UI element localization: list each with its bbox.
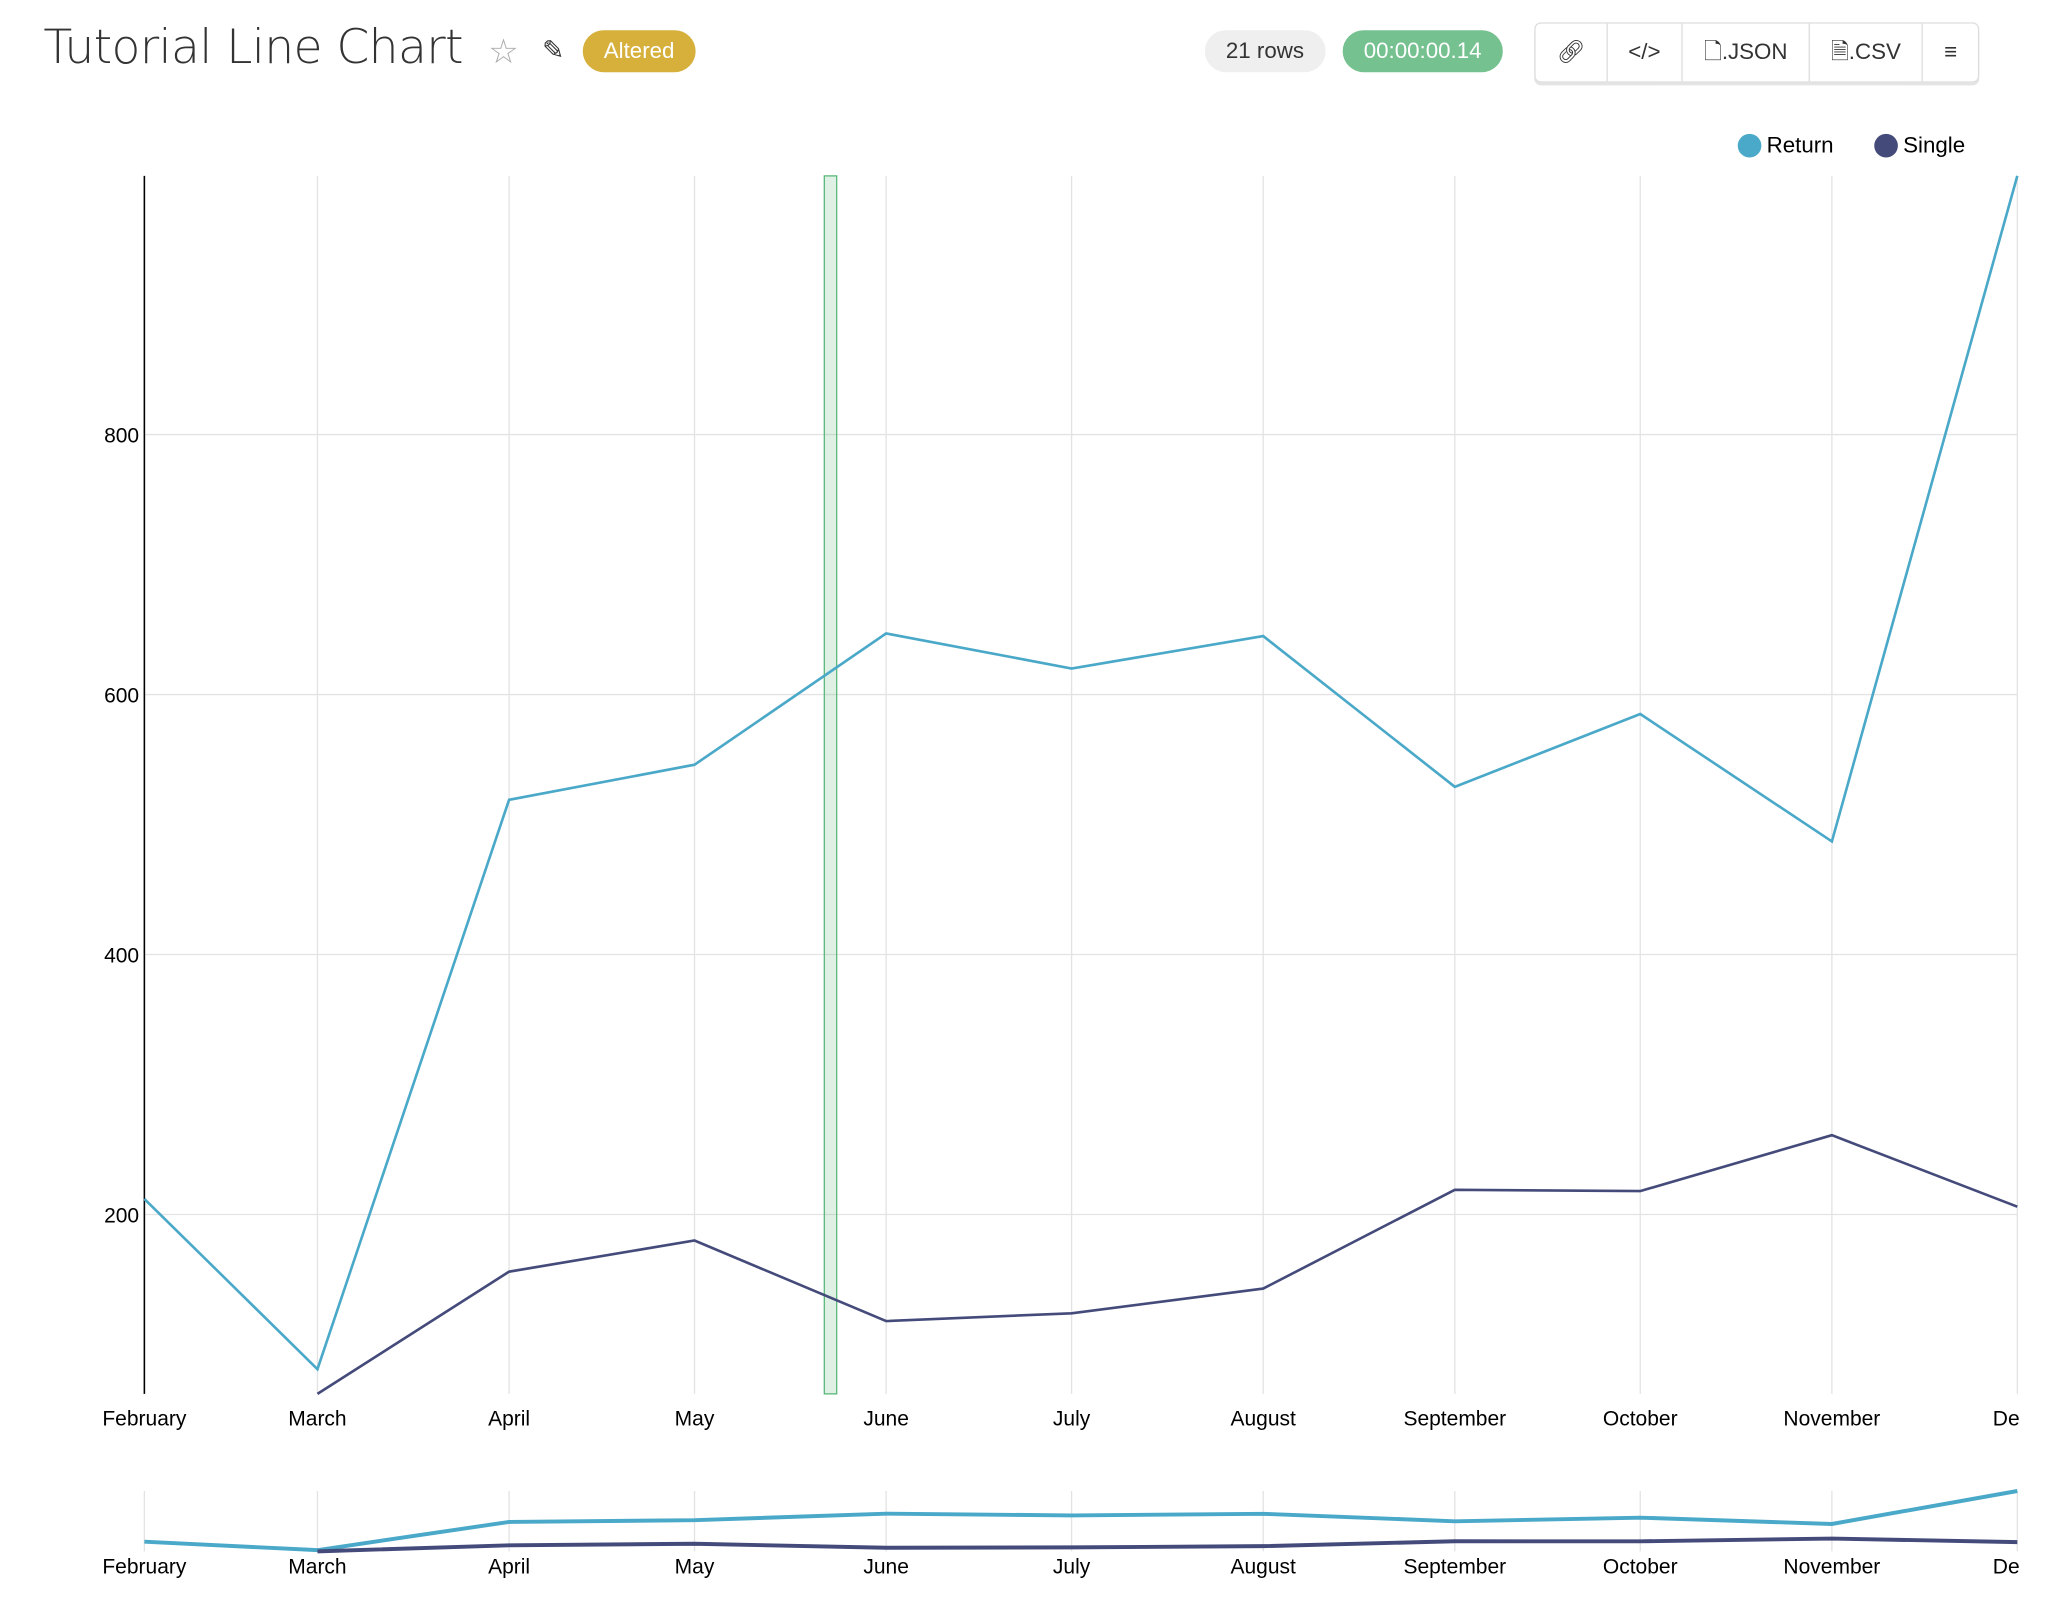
series-line-single bbox=[317, 1536, 2018, 1554]
edit-icon[interactable]: ✎ bbox=[542, 36, 565, 66]
embed-button[interactable]: </> bbox=[1605, 23, 1682, 82]
x-tick-label: March bbox=[288, 1407, 346, 1430]
link-icon: 🔗︎ bbox=[1556, 39, 1585, 65]
menu-icon: ≡ bbox=[1944, 39, 1958, 65]
altered-badge: Altered bbox=[582, 30, 696, 73]
x-tick-label: February bbox=[102, 1407, 187, 1430]
x-tick-label: September bbox=[1403, 1556, 1506, 1579]
x-tick-label: August bbox=[1230, 1556, 1296, 1579]
row-count-badge: 21 rows bbox=[1204, 30, 1326, 73]
file-code-icon: 🗋 bbox=[1703, 39, 1722, 65]
x-tick-label: November bbox=[1783, 1556, 1880, 1579]
x-tick-label: October bbox=[1603, 1556, 1678, 1579]
star-icon[interactable]: ☆ bbox=[488, 31, 519, 71]
x-tick-label: July bbox=[1053, 1556, 1091, 1579]
x-tick-label: Dece bbox=[1993, 1407, 2042, 1430]
menu-button[interactable]: ≡ bbox=[1921, 23, 1978, 82]
json-label: .JSON bbox=[1721, 39, 1788, 65]
y-tick-label: 200 bbox=[104, 1204, 139, 1227]
x-tick-label: July bbox=[1053, 1407, 1091, 1430]
legend-item-single[interactable]: Single bbox=[1874, 133, 1965, 159]
x-tick-label: September bbox=[1403, 1407, 1506, 1430]
legend-dot-icon bbox=[1874, 133, 1898, 158]
csv-label: .CSV bbox=[1848, 39, 1901, 65]
legend-label: Return bbox=[1766, 132, 1834, 158]
x-tick-label: October bbox=[1603, 1407, 1678, 1430]
link-button[interactable]: 🔗︎ bbox=[1536, 24, 1606, 82]
x-tick-label: May bbox=[675, 1556, 715, 1579]
highlight-band bbox=[823, 175, 838, 1395]
json-button[interactable]: 🗋.JSON bbox=[1681, 23, 1809, 82]
action-buttons: 🔗︎ </> 🗋.JSON 🗎.CSV ≡ bbox=[1534, 22, 1980, 83]
x-tick-label: April bbox=[488, 1407, 530, 1430]
series-line-return bbox=[144, 1489, 2018, 1553]
x-tick-label: May bbox=[675, 1407, 715, 1430]
legend-item-return[interactable]: Return bbox=[1737, 132, 1834, 159]
series-line-single bbox=[316, 1133, 2018, 1395]
x-tick-label: June bbox=[863, 1407, 909, 1430]
legend-label: Single bbox=[1903, 132, 1966, 158]
x-tick-label: November bbox=[1783, 1407, 1880, 1430]
x-tick-label: August bbox=[1230, 1407, 1296, 1430]
page-title: Tutorial Line Chart bbox=[43, 21, 463, 75]
series-line-return bbox=[143, 175, 2019, 1372]
legend-dot-icon bbox=[1737, 133, 1762, 158]
x-tick-label: March bbox=[288, 1556, 346, 1579]
timer-badge: 00:00:00.14 bbox=[1342, 30, 1503, 73]
code-icon: </> bbox=[1628, 39, 1661, 65]
file-text-icon: 🗎 bbox=[1830, 39, 1849, 65]
y-tick-label: 600 bbox=[104, 684, 139, 707]
x-tick-label: June bbox=[863, 1556, 909, 1579]
x-tick-label: February bbox=[102, 1556, 187, 1579]
y-tick-label: 800 bbox=[104, 424, 139, 447]
y-tick-label: 400 bbox=[104, 944, 139, 967]
csv-button[interactable]: 🗎.CSV bbox=[1808, 23, 1922, 82]
x-tick-label: April bbox=[488, 1556, 530, 1579]
x-tick-label: Dece bbox=[1993, 1556, 2042, 1579]
